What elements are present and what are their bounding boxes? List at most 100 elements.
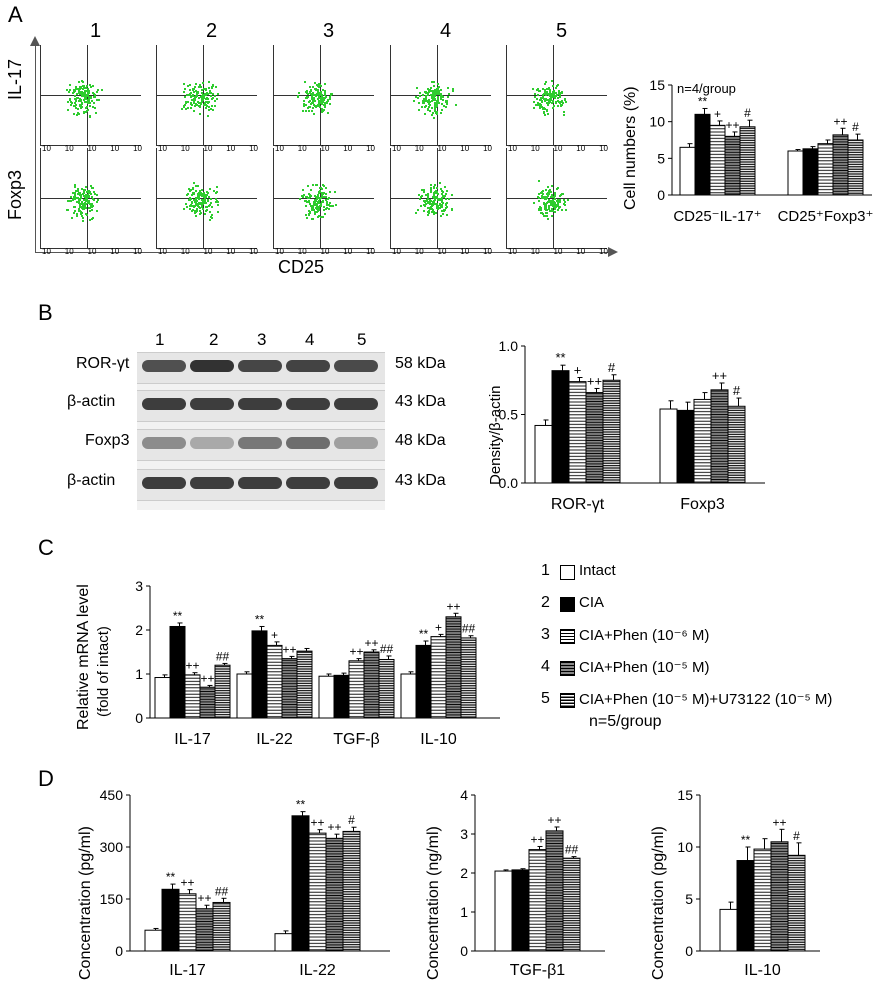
flow-tick: 10 (320, 144, 330, 153)
flow-tick: 10 (226, 247, 236, 256)
flow-tick: 10 (249, 144, 258, 153)
bar (348, 660, 365, 719)
significance-mark: ++ (446, 599, 460, 613)
significance-mark: ## (380, 642, 394, 656)
significance-mark: # (852, 120, 859, 134)
flow-tick: 10 (133, 247, 142, 256)
legend-swatch (560, 565, 575, 580)
y-tick-label: 0.5 (499, 407, 519, 423)
flow-plot-1-1 (40, 45, 141, 146)
significance-mark: ## (462, 622, 476, 636)
y-tick-label: 1 (460, 904, 468, 920)
flow-tick: 10 (460, 247, 470, 256)
bar (308, 832, 327, 952)
flow-tick: 10 (599, 247, 608, 256)
y-tick-label: 5 (657, 150, 665, 166)
y-tick-label: 2 (460, 865, 468, 881)
flow-tick: 10 (437, 144, 447, 153)
category-label: CD25⁻IL-17⁺ (673, 208, 761, 225)
significance-mark: ** (173, 609, 183, 623)
legend-number: 3 (541, 626, 550, 643)
flow-tick: 10 (392, 144, 401, 153)
significance-mark: ** (698, 94, 708, 108)
bar (802, 148, 819, 196)
y-tick-label: 0.0 (499, 475, 519, 491)
y-tick-label: 2 (135, 622, 143, 638)
chart-a-ylabel: Cell numbers (%) (622, 86, 639, 210)
blot-lane-3: 3 (257, 330, 267, 349)
flow-plot-1-3 (273, 45, 374, 146)
bar (378, 658, 395, 719)
bar (562, 857, 581, 952)
category-label: ROR-γt (551, 496, 605, 513)
bar (445, 616, 462, 719)
legend-label: CIA+Phen (10⁻⁵ M)+U73122 (10⁻⁵ M) (579, 691, 833, 708)
significance-mark: # (744, 106, 751, 120)
y-tick-label: 1 (135, 666, 143, 682)
significance-mark: ++ (530, 832, 544, 846)
significance-mark: ** (419, 627, 429, 641)
flow-tick: 10 (42, 144, 51, 153)
category-label: CD25⁺Foxp3⁺ (778, 208, 874, 225)
bar (787, 854, 806, 952)
y-tick-label: 10 (677, 839, 693, 855)
flow-tick: 10 (553, 144, 563, 153)
flow-tick: 10 (110, 144, 120, 153)
blot-band (286, 360, 330, 372)
chart-d2-ylabel: Concentration (ng/ml) (425, 826, 442, 980)
significance-mark: ++ (587, 373, 602, 388)
panel-letter-b: B (38, 300, 53, 325)
legend-swatch (560, 597, 575, 612)
flow-plot-1-5 (506, 45, 607, 146)
significance-mark: ++ (725, 118, 739, 132)
flow-tick: 10 (483, 144, 492, 153)
flow-y-axis-line (35, 44, 36, 252)
bar (679, 146, 696, 196)
significance-mark: ** (555, 350, 565, 365)
flow-row-label-foxp3: Foxp3 (5, 169, 25, 220)
category-label: IL-22 (256, 731, 293, 748)
legend-swatch (560, 693, 575, 708)
flow-plot-2-3 (273, 148, 374, 249)
significance-mark: # (733, 383, 741, 398)
flow-x-axis-line (35, 252, 615, 253)
y-tick-label: 5 (685, 891, 693, 907)
bar (676, 409, 695, 484)
bar (169, 625, 186, 719)
legend-number: 2 (541, 594, 550, 611)
chart-c: Relative mRNA level (fold of intact) 0 1 2… (75, 578, 500, 748)
bar (693, 398, 712, 484)
significance-mark: ++ (185, 659, 199, 673)
flow-plot-2-5 (506, 148, 607, 249)
flow-tick-labels: 10 10 10 10 10 (392, 247, 492, 256)
bar (719, 908, 738, 952)
blot-kda-label: 43 kDa (395, 472, 446, 489)
significance-mark: ** (741, 833, 751, 847)
bar (724, 135, 741, 196)
flow-tick: 10 (275, 144, 284, 153)
bar (325, 837, 344, 952)
chart-d1-ylabel: Concentration (pg/ml) (77, 826, 94, 980)
bar (787, 150, 804, 196)
significance-mark: ** (255, 612, 265, 626)
significance-mark: ++ (327, 820, 341, 834)
significance-mark: ++ (349, 645, 363, 659)
blot-band (286, 437, 330, 449)
flow-tick: 10 (576, 247, 586, 256)
flow-tick: 10 (343, 247, 353, 256)
flow-tick-labels: 10 10 10 10 10 (275, 144, 375, 153)
flow-tick: 10 (226, 144, 236, 153)
flow-tick: 10 (530, 247, 540, 256)
bar (415, 644, 432, 719)
bar (296, 650, 313, 719)
significance-mark: ++ (833, 114, 847, 128)
bar (430, 636, 447, 719)
bar (736, 860, 755, 952)
flow-tick: 10 (414, 144, 424, 153)
blot-band (142, 437, 186, 449)
flow-tick: 10 (320, 247, 330, 256)
chart-d3-ylabel: Concentration (pg/ml) (650, 826, 667, 980)
flow-plot-2-1 (40, 148, 141, 249)
bar (342, 830, 361, 952)
flow-tick: 10 (297, 144, 307, 153)
